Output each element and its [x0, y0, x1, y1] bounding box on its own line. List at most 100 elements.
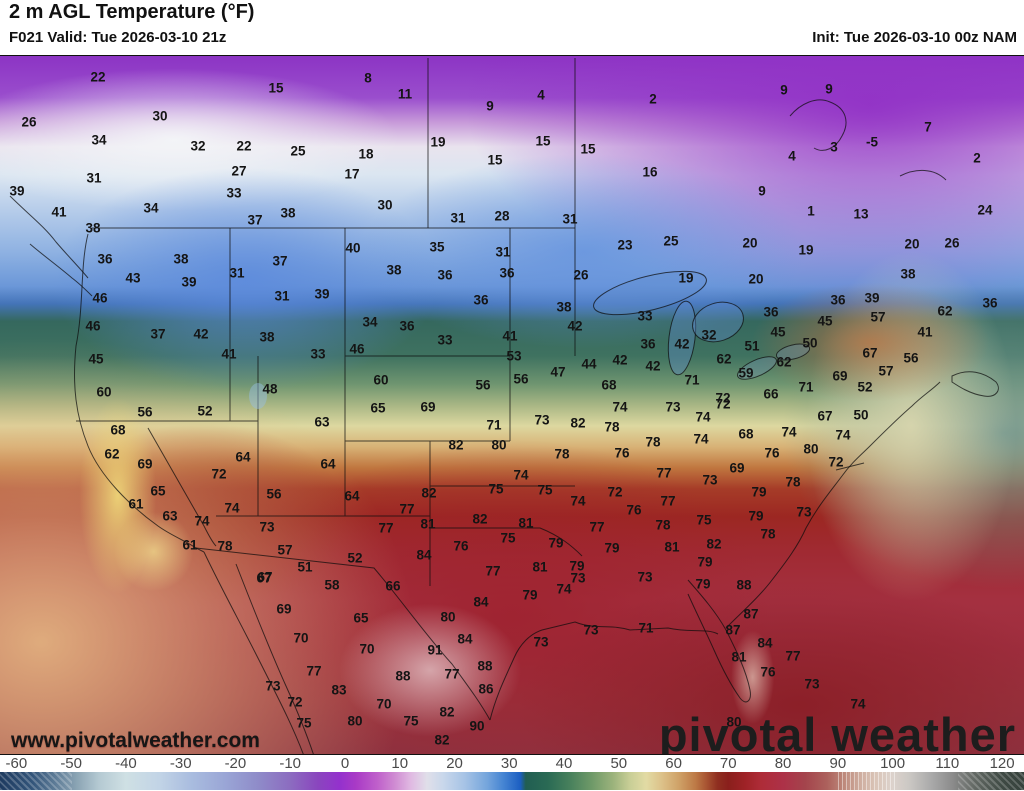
temp-label: 41 [917, 324, 933, 340]
init-time-label: Init: Tue 2026-03-10 00z NAM [812, 29, 1017, 46]
temp-label: 15 [535, 133, 551, 149]
temp-label: 84 [457, 631, 473, 647]
temp-label: 37 [272, 253, 288, 269]
temperature-field [0, 56, 1024, 754]
temp-label: 84 [473, 594, 489, 610]
temp-label: 74 [224, 500, 240, 516]
temp-label: 75 [403, 713, 419, 729]
temp-label: 81 [518, 515, 534, 531]
temp-label: 81 [664, 539, 680, 555]
temp-label: 36 [399, 318, 415, 334]
map-header: 2 m AGL Temperature (°F) F021 Valid: Tue… [0, 0, 1024, 55]
temp-label: 41 [221, 346, 237, 362]
colorbar-tick: 20 [446, 755, 463, 772]
temp-label: 9 [825, 81, 833, 97]
great-lakes [593, 270, 811, 380]
temp-label: 71 [684, 372, 700, 388]
temp-label: 76 [626, 502, 642, 518]
temp-label: 76 [453, 538, 469, 554]
temp-label: 80 [726, 714, 742, 730]
temp-label: 77 [656, 465, 672, 481]
colorbar-tick: -20 [224, 755, 247, 772]
colorbar-tick: 100 [880, 755, 906, 772]
temp-label: 84 [416, 547, 432, 563]
temp-label: 3 [830, 139, 838, 155]
temp-label: 74 [835, 427, 851, 443]
temp-label: 75 [500, 530, 516, 546]
temp-label: 69 [137, 456, 153, 472]
temp-label: 69 [729, 460, 745, 476]
page-title: 2 m AGL Temperature (°F) [9, 1, 255, 23]
temp-label: 69 [832, 368, 848, 384]
temp-label: 52 [197, 403, 213, 419]
temp-label: 36 [982, 295, 998, 311]
temp-label: 62 [776, 354, 792, 370]
long-island [835, 462, 865, 471]
temp-label: 67 [257, 569, 273, 585]
temp-label: 33 [226, 185, 242, 201]
temp-label: 83 [331, 682, 347, 698]
temp-label: 19 [430, 134, 446, 150]
temp-label: 62 [937, 303, 953, 319]
geo-borders [9, 58, 999, 754]
temp-label: 33 [310, 346, 326, 362]
temp-label: 36 [437, 267, 453, 283]
temp-label: 46 [85, 318, 101, 334]
temp-label: 34 [91, 132, 107, 148]
temp-label: 31 [450, 210, 466, 226]
colorbar-tick: 110 [935, 755, 960, 772]
temp-labels: 22 15 26 30 34 32 22 25 31 27 39 33 34 41 38 37 38 8 11 4 9 2… [0, 56, 1024, 754]
temp-label: 82 [448, 437, 464, 453]
temp-label: 77 [589, 519, 605, 535]
temp-label: 28 [494, 208, 510, 224]
temp-label: 76 [764, 445, 780, 461]
temp-label: 22 [90, 69, 106, 85]
temp-label: 78 [760, 526, 776, 542]
colorbar-tick: -50 [60, 755, 82, 772]
temp-label: 51 [297, 559, 313, 575]
temp-label: 34 [362, 314, 378, 330]
temp-label: 38 [386, 262, 402, 278]
temp-label: 56 [513, 371, 529, 387]
temp-label: 52 [857, 379, 873, 395]
temp-label: 50 [853, 407, 869, 423]
temp-label: 67 [862, 345, 878, 361]
temp-label: 32 [701, 327, 717, 343]
temp-label: 19 [798, 242, 814, 258]
temp-label: 13 [853, 206, 869, 222]
temp-label: 37 [150, 326, 166, 342]
temp-label: 71 [486, 417, 502, 433]
temp-label: 42 [193, 326, 209, 342]
temp-label: 47 [550, 364, 566, 380]
temp-label: 62 [716, 351, 732, 367]
temp-label: 67 [256, 570, 272, 586]
temp-label: 11 [397, 86, 413, 102]
temp-label: 26 [944, 235, 960, 251]
temp-label: 81 [420, 516, 436, 532]
temp-label: 79 [569, 558, 585, 574]
temp-label: 56 [475, 377, 491, 393]
temp-label: 39 [864, 290, 880, 306]
temp-label: 27 [231, 163, 247, 179]
temp-label: 86 [478, 681, 494, 697]
temp-label: 56 [137, 404, 153, 420]
temp-label: 62 [104, 446, 120, 462]
temp-label: 51 [744, 338, 760, 354]
temp-label: 38 [556, 299, 572, 315]
colorbar-tick: 90 [829, 755, 847, 772]
temp-label: 42 [674, 336, 690, 352]
temp-label: 70 [359, 641, 375, 657]
temp-label: 82 [472, 511, 488, 527]
temp-label: 31 [86, 170, 102, 186]
temp-label: 41 [502, 328, 518, 344]
temp-label: 23 [617, 237, 633, 253]
temp-label: 40 [345, 240, 361, 256]
temp-label: 65 [353, 610, 369, 626]
temp-label: 74 [781, 424, 797, 440]
temp-label: 69 [420, 399, 436, 415]
coastline-baja [203, 551, 314, 754]
temperature-map: 22 15 26 30 34 32 22 25 31 27 39 33 34 41 38 37 38 8 11 4 9 2… [0, 55, 1024, 755]
temp-label: 72 [607, 484, 623, 500]
temp-label: 33 [637, 308, 653, 324]
temp-label: 88 [395, 668, 411, 684]
